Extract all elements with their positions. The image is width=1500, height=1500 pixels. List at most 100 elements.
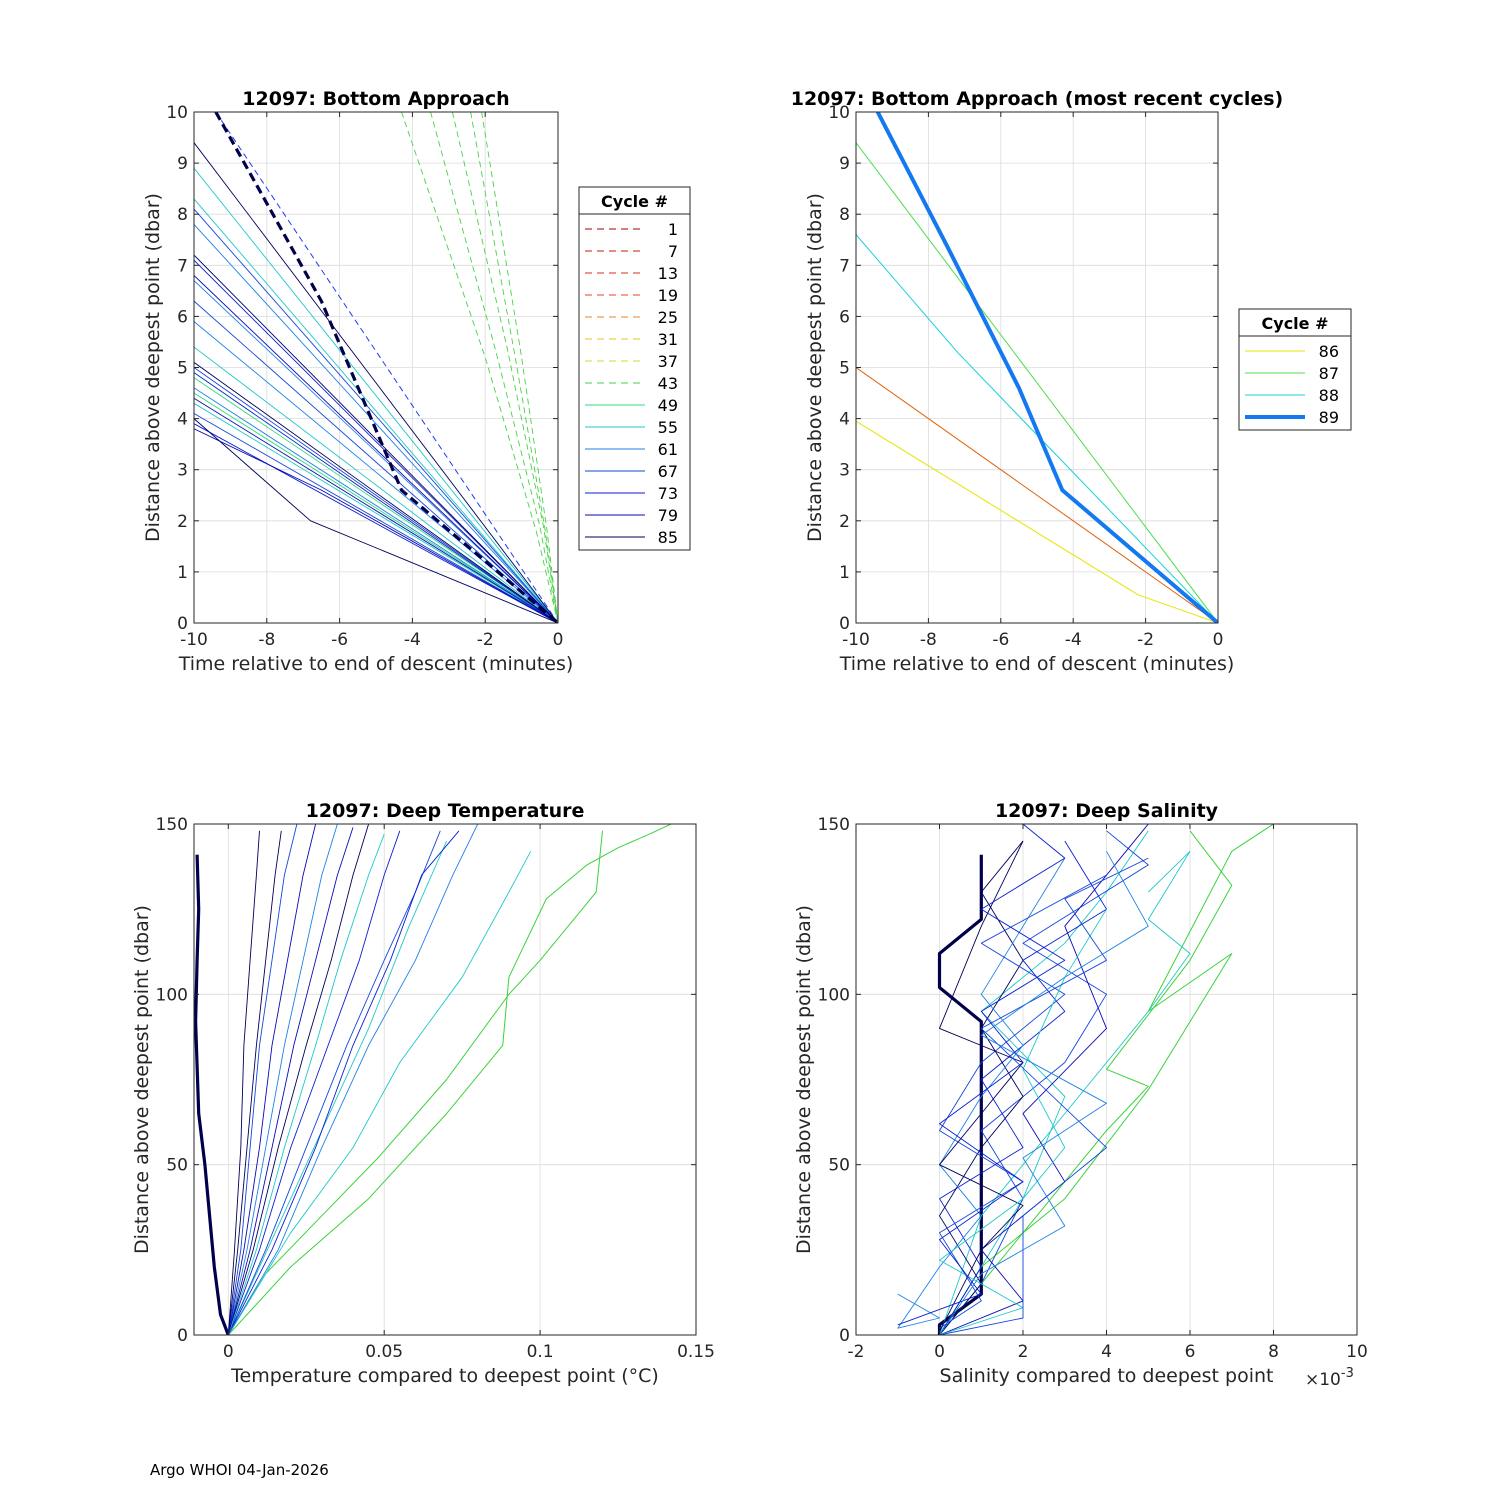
- y-tick-label: 1: [177, 563, 188, 583]
- series-line-85d: [194, 362, 558, 623]
- legend-box: [1238, 308, 1352, 431]
- series-line-79a: [194, 275, 558, 623]
- series-line-61d: [194, 387, 558, 623]
- chart-title: 12097: Bottom Approach (most recent cycl…: [791, 88, 1284, 110]
- legend-label: 85: [658, 528, 678, 547]
- series-line-73c: [194, 423, 558, 623]
- x-tick-label: -2: [1137, 630, 1154, 650]
- series-line-b5: [939, 824, 1149, 1335]
- y-tick-label: 100: [818, 985, 850, 1005]
- y-tick-label: 10: [828, 103, 850, 123]
- x-tick-label: -10: [842, 630, 870, 650]
- series-line-b7: [939, 840, 1024, 1332]
- x-tick-label: -8: [258, 630, 275, 650]
- legend-label: 79: [658, 506, 678, 525]
- y-tick-label: 0: [177, 1326, 188, 1346]
- legend-label: 87: [1319, 364, 1339, 383]
- x-tick-label: -2: [848, 1342, 865, 1362]
- x-tick-label: 8: [1268, 1342, 1279, 1362]
- y-tick-label: 10: [166, 103, 188, 123]
- x-axis-multiplier-base: ×10: [1305, 1370, 1341, 1390]
- x-tick-label: -8: [920, 630, 937, 650]
- legend-label: 55: [658, 418, 678, 437]
- y-tick-label: 8: [839, 205, 850, 225]
- y-tick-label: 5: [839, 359, 850, 379]
- series-line-b4: [897, 857, 1066, 1329]
- x-tick-label: 2: [1018, 1342, 1029, 1362]
- series-line-73a: [194, 259, 558, 623]
- y-tick-label: 4: [177, 410, 188, 430]
- series-line-67c: [194, 367, 558, 623]
- y-tick-label: 7: [839, 256, 850, 276]
- x-tick-label: 0: [223, 1342, 234, 1362]
- series-line-43e: [481, 112, 558, 623]
- series-line-b10: [227, 830, 282, 1335]
- y-tick-label: 6: [177, 307, 188, 327]
- series-line-89: [875, 112, 1218, 623]
- y-tick-label: 9: [177, 154, 188, 174]
- series-line-g2: [939, 830, 1233, 1335]
- legend: Cycle #1 7 13 19 25 31 37 43 49 55 61 67 73 79 85: [578, 186, 691, 551]
- x-tick-label: 10: [1346, 1342, 1368, 1362]
- x-axis-label: Temperature compared to deepest point (°…: [230, 1365, 659, 1387]
- x-axis-multiplier: ×10-3: [1305, 1366, 1354, 1390]
- series-line-c1: [227, 851, 532, 1335]
- legend-label: 13: [658, 264, 678, 283]
- legend-label: 49: [658, 396, 678, 415]
- x-tick-label: 0.05: [365, 1342, 403, 1362]
- series-line-43b: [430, 112, 558, 623]
- series-line-dash-blue: [215, 112, 558, 623]
- y-tick-label: 50: [828, 1156, 850, 1176]
- y-tick-label: 7: [177, 256, 188, 276]
- chart-title: 12097: Bottom Approach: [242, 88, 509, 110]
- series-line-67d: [194, 413, 558, 623]
- series-line-b2: [939, 840, 1107, 1335]
- y-axis-label: Distance above deepest point (dbar): [804, 193, 826, 542]
- series-line-b11: [939, 851, 1149, 1335]
- series-line-b8: [939, 908, 1107, 1335]
- x-axis-label: Salinity compared to deepest point: [940, 1365, 1274, 1387]
- series-line-b1: [939, 830, 1149, 1335]
- x-tick-label: 6: [1185, 1342, 1196, 1362]
- y-tick-label: 0: [177, 614, 188, 634]
- axes-box: [193, 823, 697, 1336]
- series-line-g2: [227, 830, 603, 1335]
- series-line-b8: [227, 834, 385, 1335]
- x-tick-label: 0.15: [677, 1342, 715, 1362]
- series-line-73b: [194, 372, 558, 623]
- legend-label: 19: [658, 286, 678, 305]
- y-tick-label: 100: [156, 985, 188, 1005]
- series-line-85b: [194, 254, 558, 623]
- y-tick-label: 1: [839, 563, 850, 583]
- y-tick-label: 0: [839, 614, 850, 634]
- series-line-43c: [451, 112, 558, 623]
- y-tick-label: 0: [839, 1326, 850, 1346]
- x-tick-label: 0: [553, 630, 564, 650]
- legend-label: 1: [668, 220, 678, 239]
- series-line-b9: [939, 857, 1149, 1335]
- series-line-86: [856, 420, 1218, 623]
- series-line-dash-heavy: [214, 112, 558, 623]
- series-group: [897, 824, 1274, 1335]
- x-axis-multiplier-exponent: -3: [1341, 1366, 1354, 1381]
- legend-label: 86: [1319, 342, 1339, 361]
- series-line-61a: [194, 224, 558, 623]
- y-tick-label: 50: [166, 1156, 188, 1176]
- series-line-b9: [227, 830, 460, 1335]
- y-tick-label: 3: [839, 461, 850, 481]
- series-line-55c: [194, 346, 558, 623]
- series-line-79b: [194, 397, 558, 623]
- legend-label: 25: [658, 308, 678, 327]
- series-line-b4: [227, 824, 338, 1335]
- series-line-b3: [227, 824, 370, 1335]
- x-tick-label: -4: [404, 630, 421, 650]
- series-line-b6: [227, 824, 298, 1335]
- axes-deep-temperature: 0 0.05 0.1 0.15 0 50 100 150 12097: Deep Tempera…: [131, 800, 715, 1387]
- x-tick-label: 0: [1213, 630, 1224, 650]
- series-line-b12: [227, 827, 354, 1335]
- legend-label: 43: [658, 374, 678, 393]
